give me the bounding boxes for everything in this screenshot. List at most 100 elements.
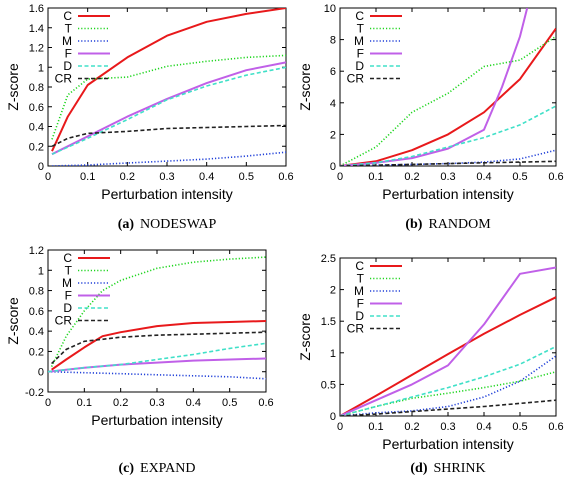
x-tick-label: 0 [337, 421, 343, 433]
x-tick-label: 0.4 [476, 171, 491, 183]
x-tick-label: 0.5 [512, 421, 527, 433]
y-tick-label: 2.5 [321, 253, 336, 265]
plot-frame [339, 257, 557, 417]
series-line-t [51, 54, 286, 140]
series-line-t [340, 371, 556, 416]
series-line-c [51, 320, 266, 371]
chart-panel-1: 0 2 4 6 8 10 0 0.1 0.2 0.3 0.4 0.5 0.6 Perturbation i… [297, 3, 564, 232]
legend-label: C [355, 9, 364, 23]
series-group [48, 256, 266, 380]
y-tick-label: 0.4 [29, 326, 44, 338]
legend-label: F [65, 47, 72, 61]
y-tick-label: 0.2 [29, 141, 44, 153]
y-tick-label: 2 [330, 129, 336, 141]
x-tick-label: 0.1 [77, 397, 92, 409]
caption-name: SHRINK [434, 461, 486, 476]
series-line-cr [340, 399, 556, 416]
x-tick-label: 0.3 [440, 421, 455, 433]
series-line-cr [51, 331, 266, 365]
legend-label: T [357, 22, 365, 36]
legend-label: C [63, 251, 72, 265]
series-line-m [51, 151, 286, 166]
x-tick-label: 0.2 [113, 397, 128, 409]
panel-caption: (c) EXPAND [118, 461, 195, 476]
legend-label: M [354, 34, 364, 48]
x-tick-label: 0 [45, 171, 51, 183]
series-line-f [340, 266, 556, 416]
legend-label: T [65, 22, 73, 36]
plot-frame [339, 7, 557, 167]
legend-label: M [354, 284, 364, 298]
x-tick-label: 0.2 [120, 171, 135, 183]
legend-label: T [65, 264, 73, 278]
x-tick-label: 0.4 [186, 397, 201, 409]
y-tick-label: 0.4 [29, 122, 44, 134]
y-tick-label: 1.4 [29, 23, 44, 35]
x-tick-label: 0.2 [404, 171, 419, 183]
legend-label: M [62, 276, 72, 290]
y-tick-label: 0.8 [29, 82, 44, 94]
series-line-m [340, 355, 556, 416]
x-tick-label: 0.1 [80, 171, 95, 183]
y-tick-label: 1 [38, 62, 44, 74]
x-tick-label: 0.3 [149, 397, 164, 409]
caption-name: EXPAND [140, 461, 196, 476]
y-tick-label: 0 [38, 367, 44, 379]
series-line-cr [340, 160, 556, 166]
y-tick-label: 0 [38, 161, 44, 173]
x-tick-label: 0.6 [258, 397, 273, 409]
legend-label: M [62, 34, 72, 48]
y-axis-label: Z-score [297, 63, 313, 111]
legend-label: F [357, 47, 364, 61]
series-line-c [340, 296, 556, 416]
x-tick-label: 0.1 [368, 171, 383, 183]
x-axis-label: Perturbation intensity [382, 436, 514, 452]
series-line-f [340, 8, 529, 166]
legend-label: CR [347, 72, 365, 86]
series-line-m [48, 370, 266, 380]
caption-letter: (b) [405, 217, 422, 232]
y-tick-label: 1.2 [29, 43, 44, 55]
chart-panel-3: 0 0.5 1 1.5 2 2.5 0 0.1 0.2 0.3 0.4 0.5 0.6 Perturbat… [297, 253, 564, 476]
y-tick-label: 1.5 [321, 316, 336, 328]
legend-label: C [355, 259, 364, 273]
y-tick-label: 1.6 [29, 3, 44, 15]
series-line-d [340, 345, 556, 416]
y-tick-label: 0.6 [29, 306, 44, 318]
series-line-c [51, 8, 286, 152]
y-tick-label: 6 [330, 66, 336, 78]
legend-label: CR [55, 314, 73, 328]
chart-panel-2: -0.200.20.40.60.811.20 0.1 0.2 0.3 0.4 0.5 0.6… [5, 245, 274, 476]
y-tick-label: 2 [330, 285, 336, 297]
x-tick-label: 0.3 [440, 171, 455, 183]
series-group [51, 8, 286, 166]
caption-letter: (c) [118, 461, 134, 476]
caption-name: RANDOM [428, 217, 491, 232]
y-axis-label: Z-score [5, 297, 21, 345]
x-axis-label: Perturbation intensity [101, 186, 233, 202]
series-line-f [51, 61, 286, 156]
x-axis-label: Perturbation intensity [91, 412, 223, 428]
x-tick-label: 0.4 [199, 171, 214, 183]
y-tick-label: 4 [330, 98, 336, 110]
series-line-t [340, 35, 556, 166]
y-tick-label: 0.6 [29, 102, 44, 114]
y-axis-label: Z-score [297, 313, 313, 361]
x-tick-label: 0 [337, 171, 343, 183]
x-tick-label: 0.5 [512, 171, 527, 183]
caption-letter: (d) [410, 461, 427, 476]
x-tick-label: 0.6 [278, 171, 293, 183]
x-tick-label: 0.4 [476, 421, 491, 433]
y-tick-label: 1 [38, 265, 44, 277]
y-tick-label: 10 [324, 3, 336, 15]
y-tick-label: 8 [330, 35, 336, 47]
plot-frame [47, 7, 287, 167]
x-tick-label: 0.1 [368, 421, 383, 433]
legend-label: F [357, 297, 364, 311]
caption-name: NODESWAP [140, 217, 216, 232]
legend-label: CR [55, 72, 73, 86]
